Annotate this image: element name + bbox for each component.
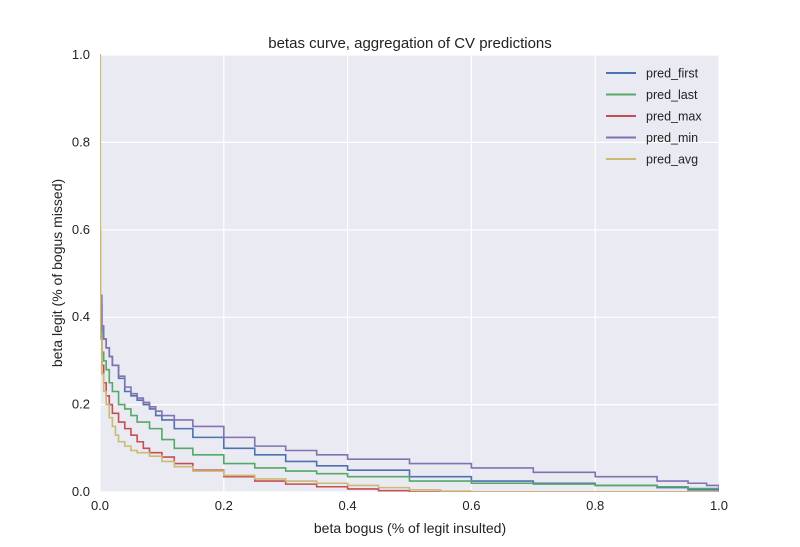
chart-title: betas curve, aggregation of CV predictio… bbox=[268, 35, 552, 52]
grid bbox=[99, 54, 720, 493]
x-tick-label: 0.2 bbox=[215, 498, 233, 513]
y-axis-label: beta legit (% of bogus missed) bbox=[49, 179, 65, 367]
x-tick-label: 0.8 bbox=[586, 498, 604, 513]
legend-label: pred_avg bbox=[646, 153, 698, 167]
legend: pred_first pred_last pred_max pred_min pred_… bbox=[606, 67, 702, 167]
series-line-pred-last bbox=[100, 55, 719, 492]
legend-label: pred_min bbox=[646, 131, 698, 145]
x-tick-label: 0.0 bbox=[91, 498, 109, 513]
x-axis-label: beta bogus (% of legit insulted) bbox=[314, 520, 506, 536]
y-tick-label: 0.6 bbox=[72, 222, 90, 237]
y-tick-label: 0.2 bbox=[72, 397, 90, 412]
legend-label: pred_last bbox=[646, 88, 698, 102]
y-tick-label: 0.0 bbox=[72, 484, 90, 499]
series-line-pred-min bbox=[100, 55, 719, 492]
series-layer bbox=[100, 54, 719, 492]
x-tick-label: 0.4 bbox=[339, 498, 357, 513]
series-line-pred-avg bbox=[100, 54, 719, 492]
legend-label: pred_first bbox=[646, 67, 699, 81]
y-tick-label: 0.8 bbox=[72, 134, 90, 149]
legend-label: pred_max bbox=[646, 110, 702, 124]
y-tick-label: 1.0 bbox=[72, 47, 90, 62]
plot-area bbox=[100, 55, 719, 492]
y-tick-label: 0.4 bbox=[72, 309, 90, 324]
x-tick-label: 0.6 bbox=[462, 498, 480, 513]
tick-labels: 0.0 0.2 0.4 0.6 0.8 1.0 0.0 0.2 0.4 0.6 0.8 1.0 bbox=[72, 47, 728, 513]
x-tick-label: 1.0 bbox=[710, 498, 728, 513]
series-line-pred-max bbox=[100, 55, 719, 492]
